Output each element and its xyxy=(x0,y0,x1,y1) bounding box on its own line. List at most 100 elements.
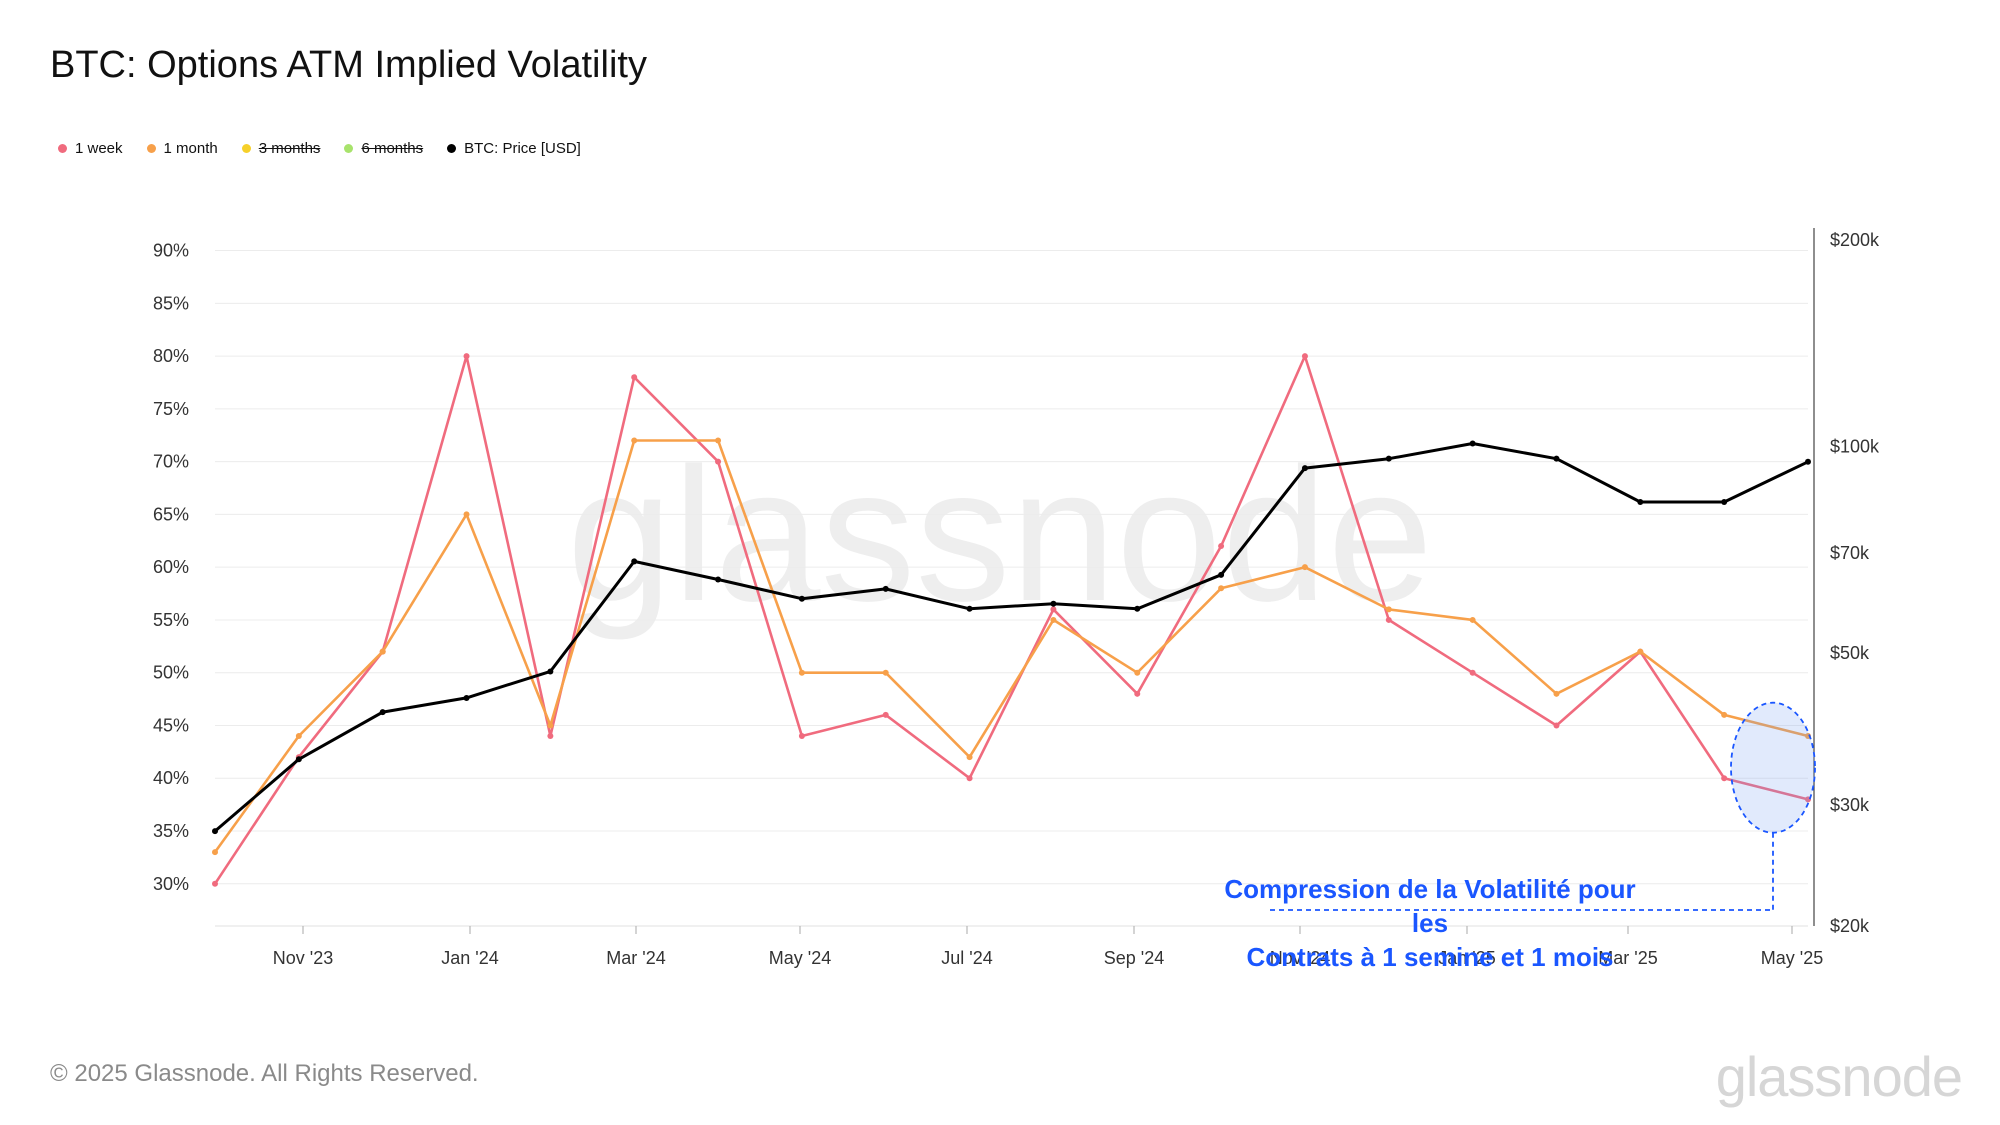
data-point-1-month xyxy=(547,722,554,729)
legend-dot-icon xyxy=(241,144,251,153)
brand-logo: glassnode xyxy=(1715,1045,1963,1108)
data-point-btc-price-usd xyxy=(966,605,973,612)
annotation-line-1: Compression de la Volatilité pour les xyxy=(1224,874,1636,938)
y-left-tick-label: 90% xyxy=(153,241,189,261)
data-point-1-week xyxy=(798,733,805,740)
legend-item-btc-price[interactable]: BTC: Price [USD] xyxy=(447,140,581,157)
data-point-btc-price-usd xyxy=(1218,571,1225,578)
x-tick-label: Jan '24 xyxy=(441,948,498,968)
legend-item-1-week[interactable]: 1 week xyxy=(58,140,123,157)
data-point-1-month xyxy=(631,437,638,444)
y-left-tick-label: 50% xyxy=(153,663,189,683)
y-left-tick-label: 60% xyxy=(153,557,189,577)
data-point-1-month xyxy=(1134,669,1141,676)
data-point-1-month xyxy=(1218,585,1225,592)
y-right-tick-label: $100k xyxy=(1830,437,1880,457)
data-point-btc-price-usd xyxy=(882,585,889,592)
data-point-btc-price-usd xyxy=(1469,440,1476,447)
data-point-1-week xyxy=(1469,669,1476,676)
series-line-btc-price-usd xyxy=(214,442,1809,833)
data-point-1-month xyxy=(1385,606,1392,613)
legend-label: 3 months xyxy=(258,140,321,157)
x-tick-label: Nov '23 xyxy=(273,948,333,968)
data-point-btc-price-usd xyxy=(1721,499,1728,506)
legend-label: 1 week xyxy=(75,140,123,157)
annotation-text: Compression de la Volatilité pour les Co… xyxy=(1220,872,1640,974)
legend-label: BTC: Price [USD] xyxy=(464,140,581,157)
data-point-btc-price-usd xyxy=(463,694,470,701)
data-point-btc-price-usd xyxy=(379,709,386,716)
data-point-1-month xyxy=(379,648,386,655)
data-point-1-week xyxy=(463,353,470,360)
y-right-tick-label: $200k xyxy=(1830,230,1880,250)
y-right-tick-label: $20k xyxy=(1830,916,1870,936)
legend-dot-icon xyxy=(58,144,67,153)
data-point-1-week xyxy=(631,374,638,381)
highlight-ellipse xyxy=(1730,701,1816,834)
y-right-tick-label: $70k xyxy=(1830,543,1870,563)
data-point-1-month xyxy=(1050,616,1057,623)
data-point-btc-price-usd xyxy=(715,576,722,583)
data-point-1-month xyxy=(212,849,218,856)
data-point-1-month xyxy=(966,754,973,761)
series-line-1-month xyxy=(213,439,1809,853)
watermark: glassnode xyxy=(567,429,1433,641)
data-point-btc-price-usd xyxy=(1134,605,1141,612)
data-point-1-month xyxy=(1721,711,1728,718)
data-point-1-month xyxy=(1301,564,1308,571)
legend-item-3-months[interactable]: 3 months xyxy=(241,140,321,157)
annotation-line-2: Contrats à 1 semine et 1 mois xyxy=(1246,942,1614,972)
data-point-1-week xyxy=(1134,690,1141,697)
data-point-1-month xyxy=(295,733,302,740)
data-point-1-week xyxy=(212,880,218,887)
legend-label: 1 month xyxy=(163,140,218,157)
x-tick-label: May '24 xyxy=(769,948,831,968)
x-tick-label: Jan '25 xyxy=(1438,948,1495,968)
data-point-btc-price-usd xyxy=(1301,465,1308,472)
data-point-1-week xyxy=(1721,775,1728,782)
y-left-tick-label: 70% xyxy=(153,452,189,472)
y-left-tick-label: 80% xyxy=(153,346,189,366)
data-point-btc-price-usd xyxy=(1050,600,1057,607)
data-point-1-month xyxy=(1553,690,1560,697)
data-point-btc-price-usd xyxy=(295,756,302,763)
data-point-btc-price-usd xyxy=(1805,458,1811,465)
legend-item-1-month[interactable]: 1 month xyxy=(146,140,218,157)
data-point-1-week xyxy=(1050,606,1057,613)
data-point-1-week xyxy=(966,775,973,782)
data-point-btc-price-usd xyxy=(1553,455,1560,462)
data-point-btc-price-usd xyxy=(212,828,218,835)
legend: 1 week 1 month 3 months 6 months BTC: Pr… xyxy=(58,140,581,157)
legend-label: 6 months xyxy=(361,140,424,157)
x-tick-label: Sep '24 xyxy=(1104,948,1165,968)
legend-item-6-months[interactable]: 6 months xyxy=(344,140,423,157)
data-point-btc-price-usd xyxy=(1637,499,1644,506)
legend-dot-icon xyxy=(146,144,156,153)
data-point-1-week xyxy=(1385,616,1392,623)
x-tick-label: Jul '24 xyxy=(941,948,992,968)
y-left-tick-label: 75% xyxy=(153,399,189,419)
y-left-tick-label: 45% xyxy=(153,715,189,735)
data-point-1-week xyxy=(1301,353,1308,360)
x-tick-label: Mar '25 xyxy=(1598,948,1657,968)
legend-dot-icon xyxy=(344,144,354,153)
data-point-1-month xyxy=(1637,648,1644,655)
y-left-tick-label: 30% xyxy=(153,874,189,894)
y-left-tick-label: 35% xyxy=(153,821,189,841)
series-line-1-week xyxy=(213,354,1809,885)
data-point-1-week xyxy=(1218,543,1225,550)
data-point-btc-price-usd xyxy=(631,558,638,565)
x-tick-label: Nov '24 xyxy=(1270,948,1330,968)
data-point-1-week xyxy=(882,711,889,718)
chart-title: BTC: Options ATM Implied Volatility xyxy=(50,44,647,86)
data-point-1-month xyxy=(715,437,722,444)
y-left-tick-label: 40% xyxy=(153,768,189,788)
legend-dot-icon xyxy=(447,144,457,153)
copyright: © 2025 Glassnode. All Rights Reserved. xyxy=(50,1060,479,1087)
data-point-1-week xyxy=(547,733,554,740)
data-point-btc-price-usd xyxy=(798,595,805,602)
y-left-tick-label: 55% xyxy=(153,610,189,630)
data-point-1-month xyxy=(882,669,889,676)
data-point-1-month xyxy=(798,669,805,676)
